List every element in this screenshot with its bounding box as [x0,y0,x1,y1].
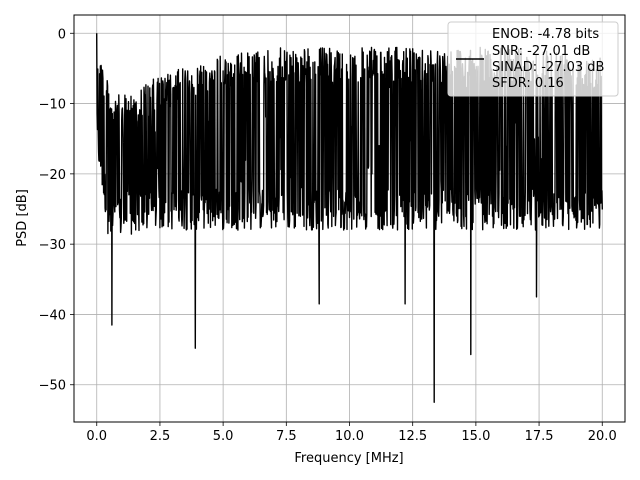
plot-area [96,33,603,403]
y-tick-label: −10 [39,98,66,113]
x-tick-label: 15.0 [461,429,490,444]
y-tick-label: −20 [39,168,66,183]
legend-box [447,21,619,97]
legend-sfdr: SFDR: 0.16 [492,76,564,91]
legend: ENOB: -4.78 bits SNR: -27.01 dB SINAD: -… [447,21,619,97]
legend-enob: ENOB: -4.78 bits [492,27,599,42]
y-tick-label: −40 [39,308,66,323]
x-tick-label: 7.5 [276,429,297,444]
x-tick-label: 12.5 [398,429,427,444]
x-tick-label: 2.5 [150,429,171,444]
psd-series-line [96,33,603,403]
x-tick-label: 0.0 [86,429,107,444]
y-axis-title: PSD [dB] [15,189,30,247]
x-tick-label: 20.0 [588,429,617,444]
legend-sinad: SINAD: -27.03 dB [492,60,604,75]
y-tick-label: 0 [58,27,66,42]
x-tick-label: 5.0 [213,429,234,444]
x-axis-title: Frequency [MHz] [294,451,403,466]
series-group [96,33,603,403]
y-tick-label: −50 [39,379,66,394]
y-axis-ticks: 0 −10 −20 −30 −40 −50 [39,27,74,394]
legend-snr: SNR: -27.01 dB [492,44,590,59]
x-tick-label: 17.5 [525,429,554,444]
x-axis-ticks: 0.0 2.5 5.0 7.5 10.0 12.5 15.0 17.5 20.0 [86,422,617,444]
x-tick-label: 10.0 [335,429,364,444]
y-tick-label: −30 [39,238,66,253]
